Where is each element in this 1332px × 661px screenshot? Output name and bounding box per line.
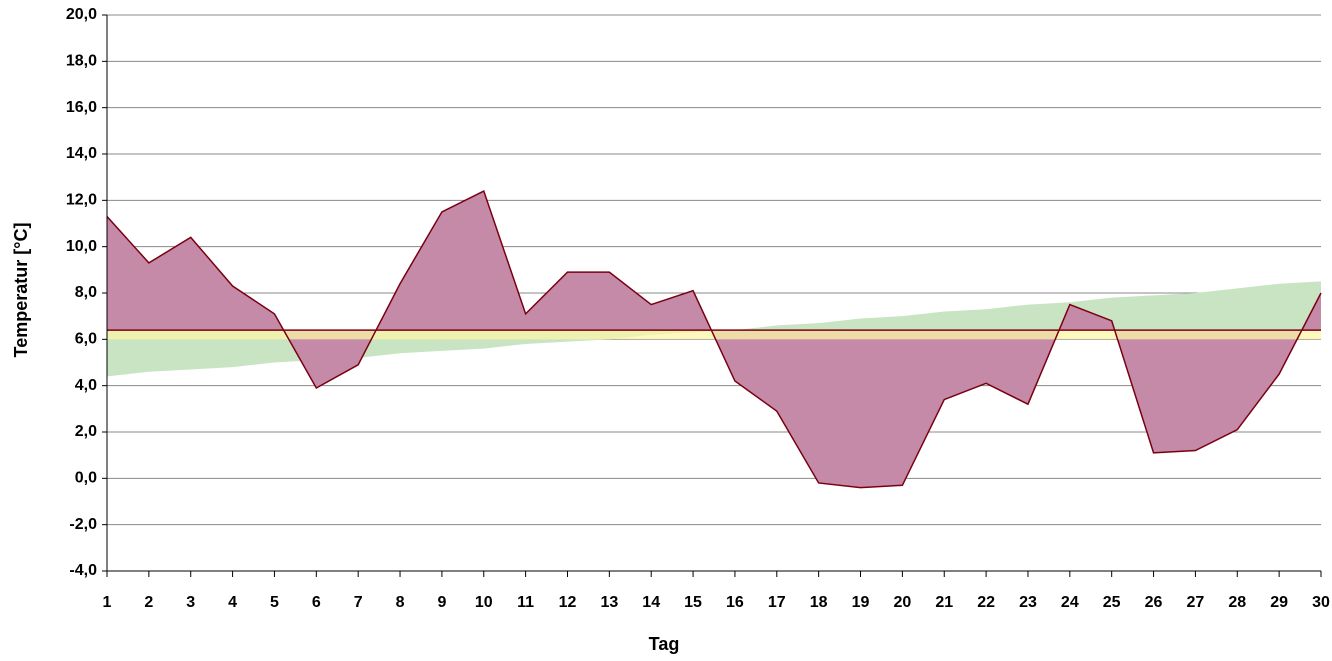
y-tick-label: 14,0	[66, 145, 97, 162]
x-tick-label: 21	[935, 594, 953, 611]
x-tick-label: 27	[1187, 594, 1205, 611]
x-tick-label: 28	[1228, 594, 1246, 611]
x-tick-label: 24	[1061, 594, 1079, 611]
x-tick-label: 15	[684, 594, 702, 611]
x-tick-label: 30	[1312, 594, 1330, 611]
area	[107, 191, 1321, 488]
x-tick-label: 5	[270, 594, 279, 611]
y-tick-label: 20,0	[66, 6, 97, 23]
y-tick-label: -4,0	[69, 562, 97, 579]
y-axis-label: Temperatur [°C]	[11, 223, 31, 358]
y-tick-label: 6,0	[75, 331, 97, 348]
y-tick-label: 4,0	[75, 377, 97, 394]
x-tick-label: 4	[228, 594, 237, 611]
y-tick-label: 16,0	[66, 99, 97, 116]
x-tick-label: 2	[144, 594, 153, 611]
x-tick-label: 23	[1019, 594, 1037, 611]
y-tick-label: 8,0	[75, 284, 97, 301]
x-tick-label: 17	[768, 594, 786, 611]
y-tick-label: 2,0	[75, 423, 97, 440]
x-tick-label: 25	[1103, 594, 1121, 611]
x-tick-label: 3	[186, 594, 195, 611]
x-tick-label: 10	[475, 594, 493, 611]
x-tick-label: 20	[893, 594, 911, 611]
line	[106, 190, 1322, 489]
x-tick-label: 14	[642, 594, 660, 611]
x-tick-label: 9	[437, 594, 446, 611]
x-tick-label: 1	[103, 594, 112, 611]
x-tick-label: 8	[396, 594, 405, 611]
x-tick-label: 26	[1145, 594, 1163, 611]
y-tick-label: -2,0	[69, 516, 97, 533]
y-tick-label: 10,0	[66, 238, 97, 255]
x-tick-label: 22	[977, 594, 995, 611]
x-tick-label: 13	[600, 594, 618, 611]
y-tick-label: 12,0	[66, 192, 97, 209]
x-tick-label: 29	[1270, 594, 1288, 611]
x-tick-label: 7	[354, 594, 363, 611]
x-tick-label: 11	[517, 594, 534, 611]
y-tick-label: 0,0	[75, 470, 97, 487]
x-tick-label: 12	[559, 594, 577, 611]
y-tick-label: 18,0	[66, 53, 97, 70]
x-tick-label: 6	[312, 594, 321, 611]
x-tick-label: 18	[810, 594, 828, 611]
x-axis-label: Tag	[649, 634, 680, 654]
x-tick-label: 19	[852, 594, 870, 611]
x-tick-label: 16	[726, 594, 744, 611]
